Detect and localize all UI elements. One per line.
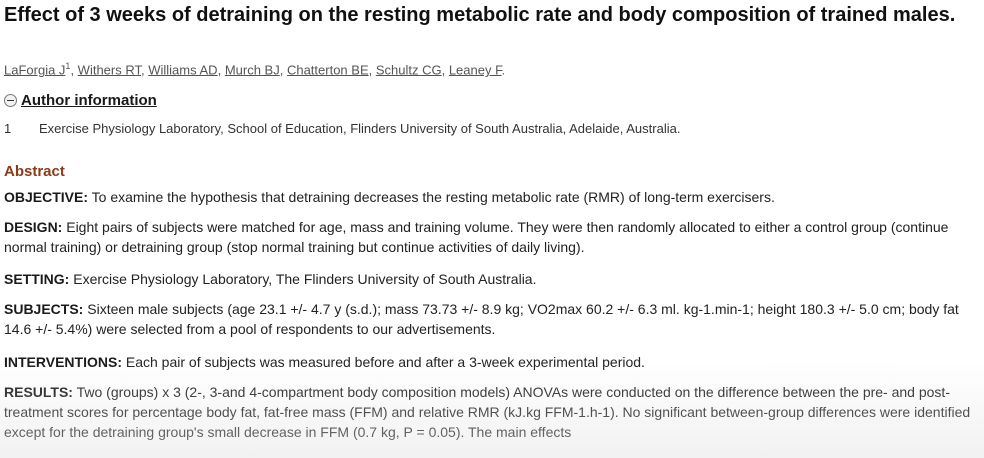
author-link[interactable]: Williams AD bbox=[148, 62, 218, 78]
author-link[interactable]: Murch BJ bbox=[224, 62, 280, 78]
abstract-design: DESIGN: Eight pairs of subjects were mat… bbox=[4, 217, 979, 257]
section-label: SUBJECTS: bbox=[4, 301, 84, 317]
author-separator: , bbox=[441, 62, 449, 78]
abstract-setting: SETTING: Exercise Physiology Laboratory,… bbox=[4, 269, 979, 289]
abstract-results: RESULTS: Two (groups) x 3 (2-, 3-and 4-c… bbox=[4, 382, 979, 442]
abstract-subjects: SUBJECTS: Sixteen male subjects (age 23.… bbox=[4, 299, 979, 339]
affiliation-text: Exercise Physiology Laboratory, School o… bbox=[39, 121, 681, 136]
section-label: RESULTS: bbox=[4, 384, 73, 400]
author-separator: , bbox=[141, 62, 149, 78]
author-separator: , bbox=[368, 62, 376, 78]
abstract-heading: Abstract bbox=[4, 163, 65, 180]
author-separator: , bbox=[70, 62, 78, 78]
author-link[interactable]: Chatterton BE bbox=[286, 62, 369, 78]
section-label: SETTING: bbox=[4, 271, 70, 287]
affiliation-number: 1 bbox=[4, 121, 12, 136]
author-link[interactable]: LaForgia J bbox=[4, 62, 66, 78]
minus-circle-icon bbox=[4, 94, 17, 107]
section-text: Each pair of subjects was measured befor… bbox=[121, 354, 645, 370]
affiliation-superscript: 1 bbox=[65, 61, 71, 71]
author-link[interactable]: Leaney F bbox=[448, 62, 502, 78]
author-information-toggle[interactable]: Author information bbox=[4, 92, 157, 109]
section-label: OBJECTIVE: bbox=[4, 189, 89, 205]
author-information-label[interactable]: Author information bbox=[21, 92, 157, 109]
section-text: Two (groups) x 3 (2-, 3-and 4-compartmen… bbox=[4, 384, 971, 440]
author-separator: , bbox=[279, 62, 287, 78]
author-separator: , bbox=[217, 62, 225, 78]
author-list-end: . bbox=[501, 62, 506, 78]
section-text: To examine the hypothesis that detrainin… bbox=[88, 189, 775, 205]
section-text: Exercise Physiology Laboratory, The Flin… bbox=[69, 271, 537, 287]
author-list: LaForgia J1, Withers RT, Williams AD, Mu… bbox=[4, 61, 505, 77]
affiliation-item: 1 Exercise Physiology Laboratory, School … bbox=[4, 121, 680, 136]
article-title: Effect of 3 weeks of detraining on the r… bbox=[4, 4, 956, 26]
section-label: DESIGN: bbox=[4, 219, 63, 235]
abstract-interventions: INTERVENTIONS: Each pair of subjects was… bbox=[4, 352, 979, 372]
author-link[interactable]: Withers RT bbox=[77, 62, 141, 78]
section-text: Sixteen male subjects (age 23.1 +/- 4.7 … bbox=[4, 301, 959, 337]
abstract-objective: OBJECTIVE: To examine the hypothesis tha… bbox=[4, 187, 979, 207]
author-link[interactable]: Schultz CG bbox=[375, 62, 442, 78]
section-text: Eight pairs of subjects were matched for… bbox=[4, 219, 949, 255]
section-label: INTERVENTIONS: bbox=[4, 354, 122, 370]
